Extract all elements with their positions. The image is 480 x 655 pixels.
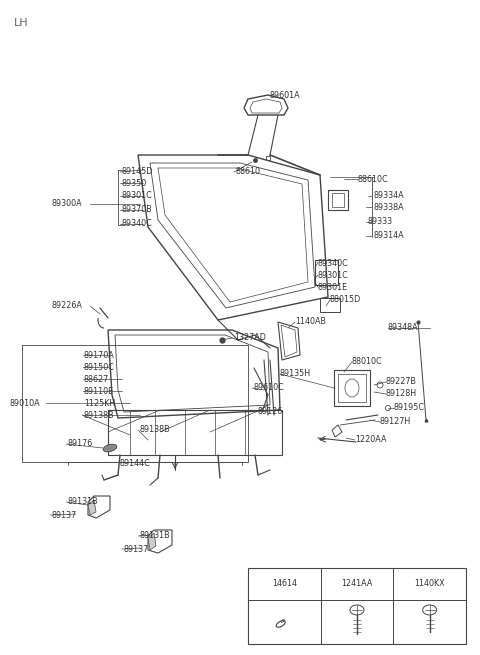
Text: 89128H: 89128H — [386, 390, 417, 398]
Text: 89126: 89126 — [258, 407, 283, 417]
Text: 89370B: 89370B — [122, 206, 153, 214]
Text: 1140KX: 1140KX — [414, 580, 445, 588]
Text: 89110E: 89110E — [84, 386, 114, 396]
Text: 88015D: 88015D — [330, 295, 361, 305]
Bar — [248, 568, 466, 644]
Text: 89601A: 89601A — [270, 90, 300, 100]
Text: 89301C: 89301C — [318, 271, 349, 280]
Text: 89195C: 89195C — [394, 403, 425, 413]
Text: 89010A: 89010A — [10, 398, 41, 407]
Text: LH: LH — [14, 18, 29, 28]
Text: 89348A: 89348A — [388, 324, 419, 333]
Text: 89334A: 89334A — [374, 191, 405, 200]
Text: 89138B: 89138B — [84, 411, 115, 419]
Text: 89610C: 89610C — [254, 383, 285, 392]
Text: 89227B: 89227B — [386, 377, 417, 386]
Text: 89300A: 89300A — [52, 200, 83, 208]
Text: 89138B: 89138B — [140, 426, 170, 434]
Text: 89314A: 89314A — [374, 231, 405, 240]
Text: 89144C: 89144C — [120, 460, 151, 468]
Text: 88610C: 88610C — [358, 174, 389, 183]
Text: 1241AA: 1241AA — [341, 580, 372, 588]
Text: 88610: 88610 — [236, 168, 261, 176]
Polygon shape — [88, 500, 96, 515]
Text: 89350: 89350 — [122, 179, 147, 187]
Text: 89131B: 89131B — [140, 531, 170, 540]
Polygon shape — [148, 533, 156, 550]
Text: 88010C: 88010C — [352, 358, 383, 367]
Text: 89137: 89137 — [52, 510, 77, 519]
Text: 89131B: 89131B — [68, 498, 98, 506]
Text: 1125KH: 1125KH — [84, 398, 115, 407]
Text: 89340C: 89340C — [318, 259, 349, 269]
Text: 89226A: 89226A — [52, 301, 83, 310]
Text: 89176: 89176 — [68, 440, 93, 449]
Text: 88627: 88627 — [84, 375, 109, 383]
Text: 89301E: 89301E — [318, 282, 348, 291]
Text: 89150C: 89150C — [84, 362, 115, 371]
Text: 89340C: 89340C — [122, 219, 153, 229]
Text: 89135H: 89135H — [280, 369, 311, 379]
Text: 89170A: 89170A — [84, 350, 115, 360]
Text: 89127H: 89127H — [380, 417, 411, 426]
Text: 1140AB: 1140AB — [295, 318, 326, 326]
Text: 89301C: 89301C — [122, 191, 153, 200]
Text: 89145D: 89145D — [122, 168, 154, 176]
Text: 1220AA: 1220AA — [355, 436, 386, 445]
Text: 89137: 89137 — [124, 544, 149, 553]
Text: 14614: 14614 — [272, 580, 297, 588]
Text: 89338A: 89338A — [374, 202, 405, 212]
Text: 89333: 89333 — [367, 217, 392, 227]
Ellipse shape — [103, 444, 117, 452]
Text: 1327AD: 1327AD — [234, 333, 266, 343]
